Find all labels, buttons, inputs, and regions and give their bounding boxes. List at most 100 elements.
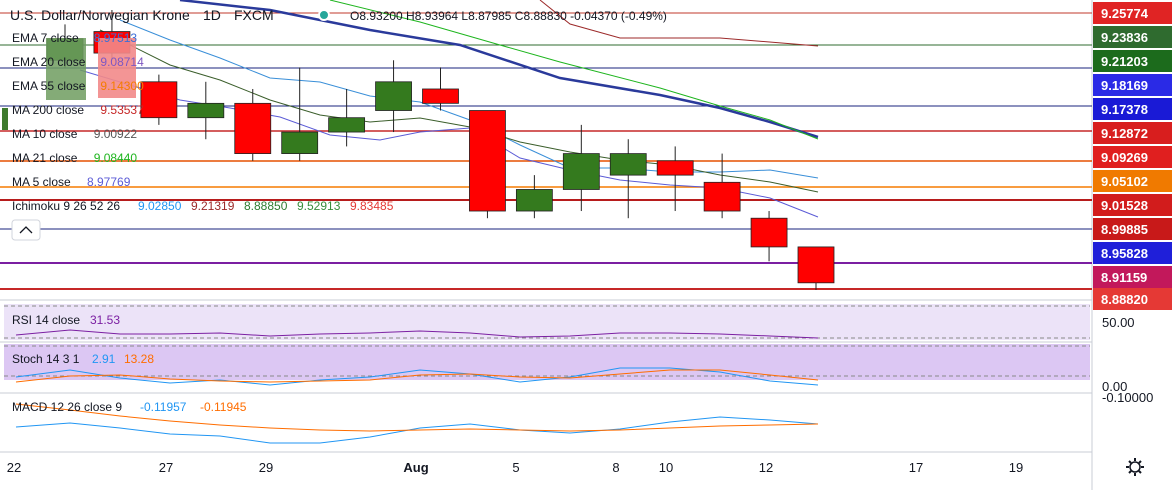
symbol-title[interactable]: U.S. Dollar/Norwegian Krone xyxy=(10,7,190,23)
stoch-axis-label: 0.00 xyxy=(1102,379,1127,394)
header: U.S. Dollar/Norwegian Krone 1D FXCM O8.9… xyxy=(10,7,667,23)
legend-label: MA 200 close xyxy=(12,103,84,117)
legend-label: EMA 7 close xyxy=(12,31,79,45)
legend-label: MA 10 close xyxy=(12,127,78,141)
price-tag-label: 8.95828 xyxy=(1101,246,1148,261)
price-tag[interactable]: 9.05102 xyxy=(1093,170,1172,192)
price-tag-bg xyxy=(1093,98,1172,120)
stoch-legend[interactable]: Stoch 14 3 1 2.91 13.28 xyxy=(12,352,154,366)
legend-value: 9.00922 xyxy=(94,127,138,141)
stoch-label: Stoch 14 3 1 xyxy=(12,352,80,366)
time-tick-label: Aug xyxy=(403,460,428,475)
price-tag[interactable]: 9.23836 xyxy=(1093,26,1172,48)
candle-up[interactable] xyxy=(609,153,647,176)
candle-down[interactable] xyxy=(703,181,741,212)
candle-down[interactable] xyxy=(656,160,694,176)
price-tag-label: 8.88820 xyxy=(1101,292,1148,307)
source-label: FXCM xyxy=(234,7,274,23)
legend-row[interactable]: EMA 7 close 8.97513 xyxy=(12,31,137,45)
rsi-legend[interactable]: RSI 14 close 31.53 xyxy=(12,313,120,327)
time-tick-label: 5 xyxy=(512,460,519,475)
time-tick-label: 12 xyxy=(759,460,773,475)
legend-row[interactable]: MA 21 close 9.08440 xyxy=(12,151,137,165)
price-tag[interactable]: 8.88820 xyxy=(1093,288,1172,310)
ichimoku-value: 9.21319 xyxy=(191,199,235,213)
time-tick-label: 8 xyxy=(612,460,619,475)
settings-button[interactable] xyxy=(1126,458,1144,476)
price-tag-bg xyxy=(1093,2,1172,24)
legend-value: 9.08714 xyxy=(100,55,144,69)
candle-up[interactable] xyxy=(562,153,600,190)
price-tag-bg xyxy=(1093,26,1172,48)
collapse-legend-button[interactable] xyxy=(11,219,41,241)
price-tag-label: 9.25774 xyxy=(1101,6,1149,21)
legend-row[interactable]: MA 5 close 8.97769 xyxy=(12,175,131,189)
price-tag[interactable]: 9.01528 xyxy=(1093,194,1172,216)
macd-line xyxy=(15,416,819,444)
price-tag-label: 8.91159 xyxy=(1101,270,1147,285)
legend-value: 8.97769 xyxy=(87,175,131,189)
price-tag-label: 9.09269 xyxy=(1101,150,1148,165)
candle-down[interactable] xyxy=(422,88,459,104)
price-tag-label: 9.23836 xyxy=(1101,30,1148,45)
legend-row[interactable]: EMA 55 close 9.14300 xyxy=(12,79,144,93)
legend-label: MA 21 close xyxy=(12,151,78,165)
candle-up[interactable] xyxy=(328,117,366,133)
price-tag[interactable]: 9.09269 xyxy=(1093,146,1172,168)
gear-icon xyxy=(1129,461,1141,473)
stoch-d-line xyxy=(15,369,819,383)
price-tag-bg xyxy=(1093,74,1172,96)
ichimoku-legend-row[interactable]: Ichimoku 9 26 52 26 9.02850 9.21319 8.88850… xyxy=(12,199,394,213)
candle-up[interactable] xyxy=(515,189,553,212)
price-tag[interactable]: 8.95828 xyxy=(1093,242,1172,264)
ichimoku-value: 9.83485 xyxy=(350,199,394,213)
price-tag-bg xyxy=(1093,288,1172,310)
price-tag[interactable]: 9.12872 xyxy=(1093,122,1172,144)
price-tag[interactable]: 9.25774 xyxy=(1093,2,1172,24)
price-tag-bg xyxy=(1093,194,1172,216)
time-tick-label: 17 xyxy=(909,460,923,475)
price-tag[interactable]: 8.99885 xyxy=(1093,218,1172,240)
price-tag-bg xyxy=(1093,242,1172,264)
price-tag-bg xyxy=(1093,266,1172,288)
legend-label: EMA 55 close xyxy=(12,79,86,93)
candle-up[interactable] xyxy=(375,81,412,111)
legend-row[interactable]: MA 10 close 9.00922 xyxy=(12,127,137,141)
time-tick-label: 10 xyxy=(659,460,673,475)
time-tick-label: 22 xyxy=(7,460,21,475)
price-tag[interactable]: 8.91159 xyxy=(1093,266,1172,288)
rsi-line xyxy=(15,329,819,339)
legend-row[interactable]: EMA 20 close 9.08714 xyxy=(12,55,144,69)
candle-up[interactable] xyxy=(281,131,319,154)
interval-label[interactable]: 1D xyxy=(203,7,221,23)
macd-signal-value: -0.11945 xyxy=(200,400,247,414)
price-tag-label: 9.21203 xyxy=(1101,54,1148,69)
ichimoku-label: Ichimoku 9 26 52 26 xyxy=(12,199,120,213)
candle-down[interactable] xyxy=(234,102,272,154)
market-status-icon[interactable] xyxy=(318,9,330,21)
ma-200-line xyxy=(539,0,819,47)
chevron-up-icon xyxy=(19,226,33,234)
candle-up[interactable] xyxy=(187,102,225,119)
legend-value: 9.53537 xyxy=(100,103,144,117)
candle-down[interactable] xyxy=(140,81,178,119)
indicator-legend: EMA 7 close 8.97513 EMA 20 close 9.08714 EMA… xyxy=(12,31,394,213)
ema-20-line xyxy=(179,0,819,139)
price-tag[interactable]: 9.17378 xyxy=(1093,98,1172,120)
time-axis[interactable]: 22 27 29 Aug 5 8 10 12 17 19 xyxy=(7,460,1023,475)
candle-down[interactable] xyxy=(797,246,835,284)
legend-label: MA 5 close xyxy=(12,175,71,189)
price-level-lines xyxy=(0,12,1092,290)
candle-down[interactable] xyxy=(750,217,788,248)
macd-legend[interactable]: MACD 12 26 close 9 -0.11957 -0.11945 xyxy=(12,400,247,414)
ma-21-line xyxy=(329,0,819,140)
candle-down[interactable] xyxy=(469,110,506,212)
price-axis[interactable]: 9.25774 9.23836 9.21203 9.18169 9.17378 9.128… xyxy=(1093,2,1172,310)
price-tag[interactable]: 9.18169 xyxy=(1093,74,1172,96)
price-tag-bg xyxy=(1093,122,1172,144)
rsi-label: RSI 14 close xyxy=(12,313,80,327)
legend-row[interactable]: MA 200 close 9.53537 xyxy=(12,103,144,117)
price-tag[interactable]: 9.21203 xyxy=(1093,50,1172,72)
